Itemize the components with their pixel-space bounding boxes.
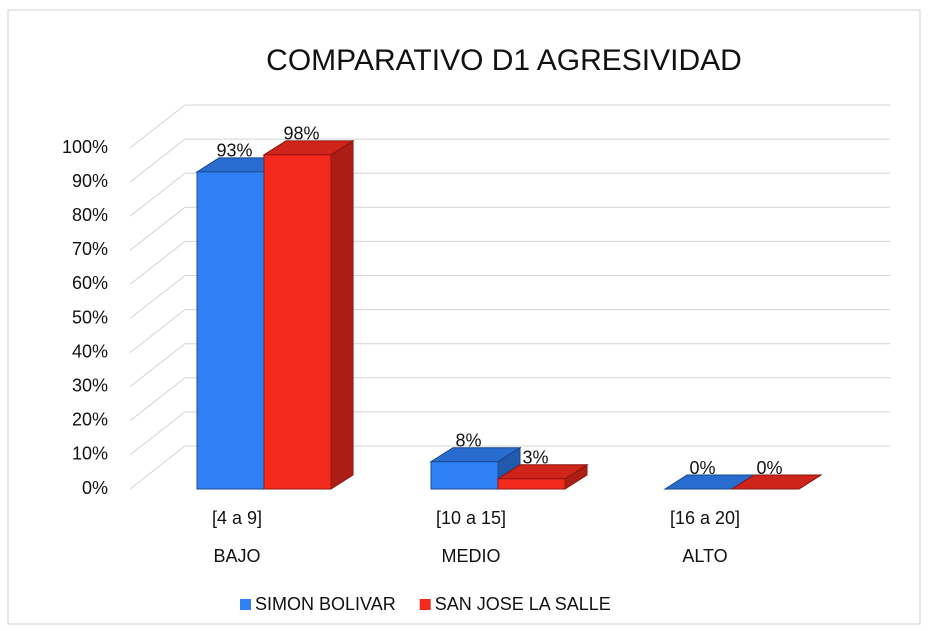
legend-swatch [240, 599, 251, 610]
grid-line [129, 445, 890, 490]
grid-line [129, 240, 890, 285]
y-tick-label: 100% [62, 137, 108, 157]
x-tick-label: [4 a 9] [212, 508, 262, 528]
legend-swatch [419, 599, 431, 610]
x-group-label: ALTO [682, 546, 727, 566]
bar [497, 478, 566, 490]
x-group-label: BAJO [213, 546, 260, 566]
x-group-label: MEDIO [441, 546, 500, 566]
grid-line [129, 275, 890, 319]
value-label: 93% [216, 141, 252, 161]
legend-label: SIMON BOLIVAR [255, 594, 396, 614]
chart-title: COMPARATIVO D1 AGRESIVIDAD [266, 44, 742, 77]
bar [196, 171, 265, 490]
bar-top [730, 474, 823, 490]
grid-line [129, 172, 890, 217]
x-tick-label: [10 a 15] [436, 508, 506, 528]
y-tick-label: 20% [72, 410, 108, 430]
legend-label: SAN JOSE LA SALLE [435, 594, 611, 614]
grid-line [129, 309, 890, 353]
y-tick-label: 0% [82, 478, 108, 498]
bar [430, 461, 499, 490]
y-tick-label: 50% [72, 307, 108, 327]
grid-line [129, 377, 890, 422]
grid-line [129, 138, 890, 183]
grid-line [129, 343, 890, 388]
bar [263, 154, 332, 490]
grid-line [129, 411, 890, 456]
y-tick-label: 80% [72, 205, 108, 225]
y-tick-label: 70% [72, 239, 108, 259]
grid-line [129, 104, 890, 149]
y-tick-label: 60% [72, 273, 108, 293]
grid-line [129, 206, 890, 251]
chart-border [7, 9, 921, 625]
value-label: 0% [756, 458, 782, 478]
x-tick-label: [16 a 20] [670, 508, 740, 528]
value-label: 0% [689, 458, 715, 478]
y-tick-label: 40% [72, 341, 108, 361]
value-label: 8% [455, 430, 481, 450]
y-tick-label: 90% [72, 171, 108, 191]
y-tick-label: 30% [72, 375, 108, 395]
value-label: 3% [522, 448, 548, 468]
bar-side [330, 139, 354, 490]
y-tick-label: 10% [72, 444, 108, 464]
value-label: 98% [283, 124, 319, 144]
